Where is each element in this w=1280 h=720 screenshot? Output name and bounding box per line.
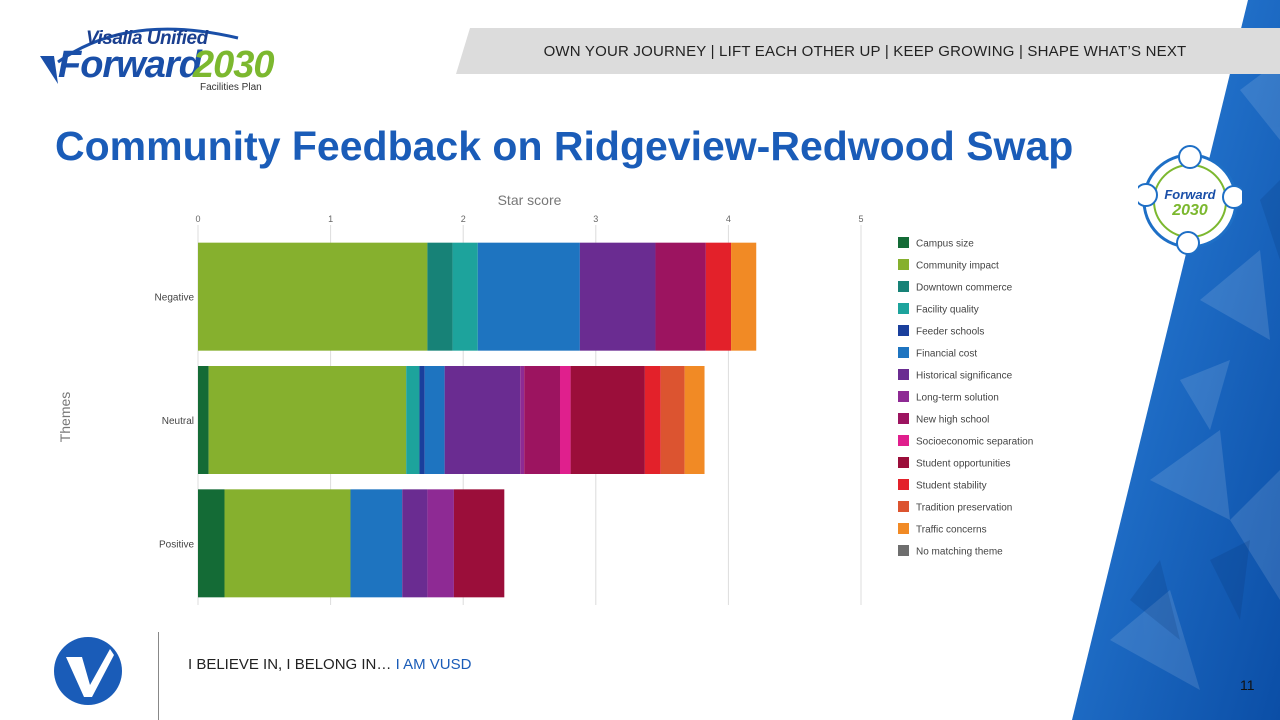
bar-segment	[224, 489, 351, 598]
legend-swatch	[898, 325, 909, 336]
bar-segment	[520, 366, 525, 474]
legend-swatch	[898, 457, 909, 468]
legend-swatch	[898, 281, 909, 292]
bar-segment	[444, 366, 521, 474]
legend-swatch	[898, 237, 909, 248]
bar-segment	[208, 366, 407, 474]
badge-bottom-text: 2030	[1171, 202, 1208, 219]
bar-segment	[419, 366, 425, 474]
legend-label: Historical significance	[916, 371, 1013, 382]
bar-segment	[427, 242, 453, 351]
legend-label: Tradition preservation	[916, 503, 1012, 514]
legend-label: Facility quality	[916, 305, 979, 316]
x-tick-label: 0	[195, 214, 200, 224]
legend-swatch	[898, 479, 909, 490]
badge-top-text: Forward	[1164, 187, 1216, 202]
bar-segment	[350, 489, 403, 598]
page-number: 11	[1240, 677, 1255, 693]
bar-segment	[660, 366, 685, 474]
bar-segment	[570, 366, 645, 474]
category-label: Neutral	[162, 416, 194, 427]
legend-label: New high school	[916, 415, 989, 426]
stacked-bar-chart: Star score Themes 0 1 2 3 4 5 Negative Neutral Pos…	[57, 192, 1033, 605]
bar-segment	[402, 489, 428, 598]
bar-segment	[684, 366, 705, 474]
category-label: Negative	[155, 293, 195, 304]
bar-segment	[559, 366, 571, 474]
footer-tagline: I BELIEVE IN, I BELONG IN… I AM VUSD	[188, 656, 471, 673]
legend-label: Student opportunities	[916, 459, 1011, 470]
y-axis-label: Themes	[57, 392, 73, 443]
x-tick-label: 3	[593, 214, 598, 224]
bar-segment	[524, 366, 560, 474]
footer-tagline-highlight: I AM VUSD	[395, 656, 472, 673]
bar-segment	[453, 489, 505, 598]
legend-label: Traffic concerns	[916, 525, 987, 536]
bar-segment	[655, 242, 706, 351]
bar-segment	[644, 366, 661, 474]
legend-label: Financial cost	[916, 349, 977, 360]
bar-segment	[579, 242, 656, 351]
people-icon	[1176, 231, 1200, 255]
logo-top-text: Visalia Unified	[86, 28, 208, 49]
bar-segment	[424, 366, 445, 474]
magnifier-icon	[1138, 183, 1158, 207]
x-tick-label: 1	[328, 214, 333, 224]
legend-swatch	[898, 435, 909, 446]
bar-segment	[731, 242, 757, 351]
legend-swatch	[898, 545, 909, 556]
legend-swatch	[898, 523, 909, 534]
bar-segment	[406, 366, 420, 474]
vusd-logo-icon	[54, 637, 122, 705]
legend-swatch	[898, 391, 909, 402]
bar-segment	[427, 489, 454, 598]
forward2030-logo: Visalia Unified Forward 2030 Facilities …	[38, 22, 278, 94]
bar-segment	[198, 242, 428, 351]
bar-segment	[705, 242, 732, 351]
bar-segment	[198, 366, 209, 474]
forward2030-badge: Forward 2030	[1138, 145, 1242, 255]
page-title: Community Feedback on Ridgeview-Redwood …	[55, 123, 1074, 169]
legend-label: Campus size	[916, 239, 974, 250]
legend-swatch	[898, 303, 909, 314]
bar-segment	[452, 242, 478, 351]
legend-label: Long-term solution	[916, 393, 999, 404]
legend-label: Socioeconomic separation	[916, 437, 1033, 448]
lightbulb-icon	[1178, 145, 1202, 169]
legend-swatch	[898, 369, 909, 380]
slogan-text: OWN YOUR JOURNEY | LIFT EACH OTHER UP | …	[543, 42, 1187, 60]
slogan-banner	[456, 28, 1280, 74]
legend-label: No matching theme	[916, 547, 1003, 558]
legend-label: Downtown commerce	[916, 283, 1013, 294]
legend-swatch	[898, 413, 909, 424]
footer-tagline-text: I BELIEVE IN, I BELONG IN…	[188, 656, 396, 673]
legend-swatch	[898, 347, 909, 358]
chart-title: Star score	[498, 192, 562, 208]
logo-main-text: Forward	[58, 44, 202, 86]
x-tick-label: 5	[858, 214, 863, 224]
x-tick-label: 4	[726, 214, 731, 224]
gear-icon	[1222, 185, 1242, 209]
logo-sub-text: Facilities Plan	[200, 82, 262, 93]
logo-swoosh-icon	[40, 27, 239, 84]
legend-swatch	[898, 501, 909, 512]
bar-segment	[198, 489, 225, 598]
footer-divider	[158, 632, 159, 720]
category-label: Positive	[159, 539, 194, 550]
x-tick-label: 2	[461, 214, 466, 224]
logo-year-text: 2030	[193, 44, 275, 86]
bar-segment	[477, 242, 580, 351]
legend-label: Feeder schools	[916, 327, 984, 338]
legend-label: Student stability	[916, 481, 987, 492]
legend-label: Community impact	[916, 261, 999, 272]
legend-swatch	[898, 259, 909, 270]
